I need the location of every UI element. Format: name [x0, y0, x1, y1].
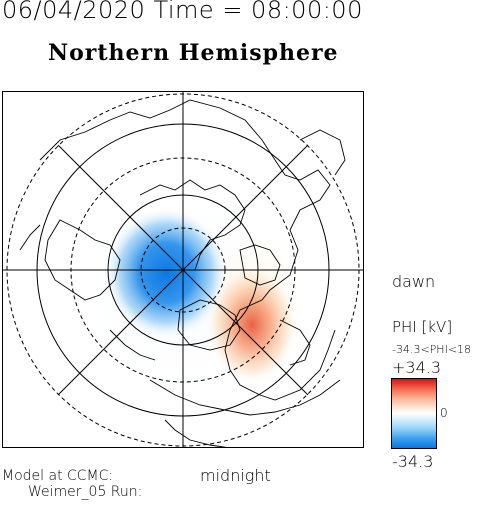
colorbar-title: PHI [kV]: [392, 318, 453, 336]
meridians: [2, 91, 364, 448]
midnight-label: midnight: [200, 466, 271, 485]
dawn-label: dawn: [392, 272, 436, 291]
model-run-label: Weimer_05 Run:: [28, 484, 143, 500]
colorbar-max-label: +34.3: [392, 358, 442, 377]
datetime-title: 06/04/2020 Time = 08:00:00: [2, 0, 363, 24]
colorbar-min-label: -34.3: [392, 452, 434, 471]
colorbar-range: -34.3<PHI<18: [392, 343, 472, 356]
colorbar-zero-label: 0: [440, 406, 448, 420]
positive-cell: [206, 265, 298, 385]
model-label: Model at CCMC:: [2, 468, 114, 484]
hemisphere-title: Northern Hemisphere: [48, 40, 339, 66]
negative-cell: [104, 207, 228, 339]
colorbar: [391, 378, 437, 449]
